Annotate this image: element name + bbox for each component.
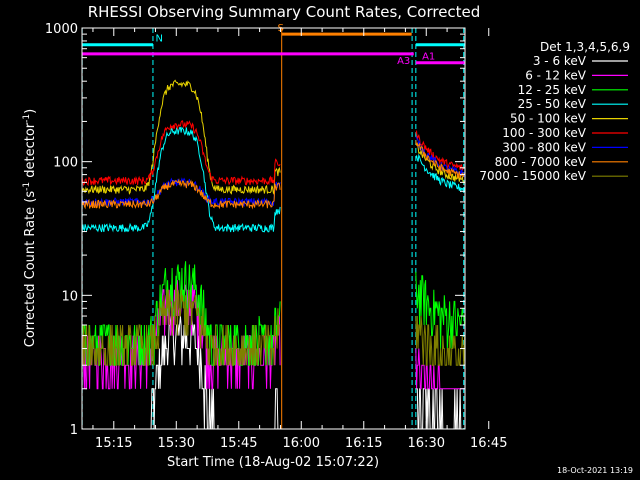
x-tick-label: 16:15 <box>345 436 382 451</box>
x-tick-label: 15:30 <box>158 436 195 451</box>
legend-title: Det 1,3,4,5,6,9 <box>540 40 630 54</box>
x-tick-label: 15:45 <box>220 436 257 451</box>
status-tag-a1: A1 <box>422 52 435 63</box>
plot-area: NSA1A3 <box>81 23 466 430</box>
y-tick-label: 100 <box>53 156 78 171</box>
x-tick-label: 15:15 <box>95 436 132 451</box>
series-line-1 <box>81 280 465 390</box>
x-axis: 15:15 15:30 15:45 16:00 16:15 16:30 16:45 <box>92 28 507 451</box>
legend-label: 800 - 7000 keV <box>495 155 587 169</box>
legend-label: 100 - 300 keV <box>502 126 586 140</box>
series-line-5 <box>81 120 465 187</box>
legend-label: 50 - 100 keV <box>510 112 587 126</box>
legend-label: 3 - 6 keV <box>533 54 587 68</box>
series-line-0 <box>82 315 465 430</box>
legend-label: 300 - 800 keV <box>502 140 586 154</box>
x-tick-label: 16:30 <box>408 436 445 451</box>
legend-label: 12 - 25 keV <box>518 83 587 97</box>
plot-frame <box>81 27 466 430</box>
datestamp: 18-Oct-2021 13:19 <box>557 466 633 475</box>
legend-label: 6 - 12 keV <box>525 68 587 82</box>
x-tick-label: 16:45 <box>470 436 507 451</box>
y-axis: 1 10 100 1000 <box>45 22 465 438</box>
status-tag-n: N <box>155 34 162 45</box>
legend-label: 7000 - 15000 keV <box>479 169 586 183</box>
series-line-8 <box>81 284 466 366</box>
y-axis-label: Corrected Count Rate (s-1 detector-1) <box>22 109 38 347</box>
y-tick-label: 10 <box>61 289 78 304</box>
chart-title: RHESSI Observing Summary Count Rates, Co… <box>88 3 481 21</box>
legend-label: 25 - 50 keV <box>518 97 587 111</box>
status-tag-a3: A3 <box>397 56 410 67</box>
series-line-4 <box>81 79 466 195</box>
y-tick-label: 1000 <box>45 22 78 37</box>
series-line-6 <box>81 136 466 208</box>
x-tick-label: 16:00 <box>283 436 320 451</box>
x-axis-label: Start Time (18-Aug-02 15:07:22) <box>167 455 379 470</box>
series-line-7 <box>81 140 465 210</box>
y-tick-label: 1 <box>70 423 78 438</box>
series-line-3 <box>81 126 466 233</box>
